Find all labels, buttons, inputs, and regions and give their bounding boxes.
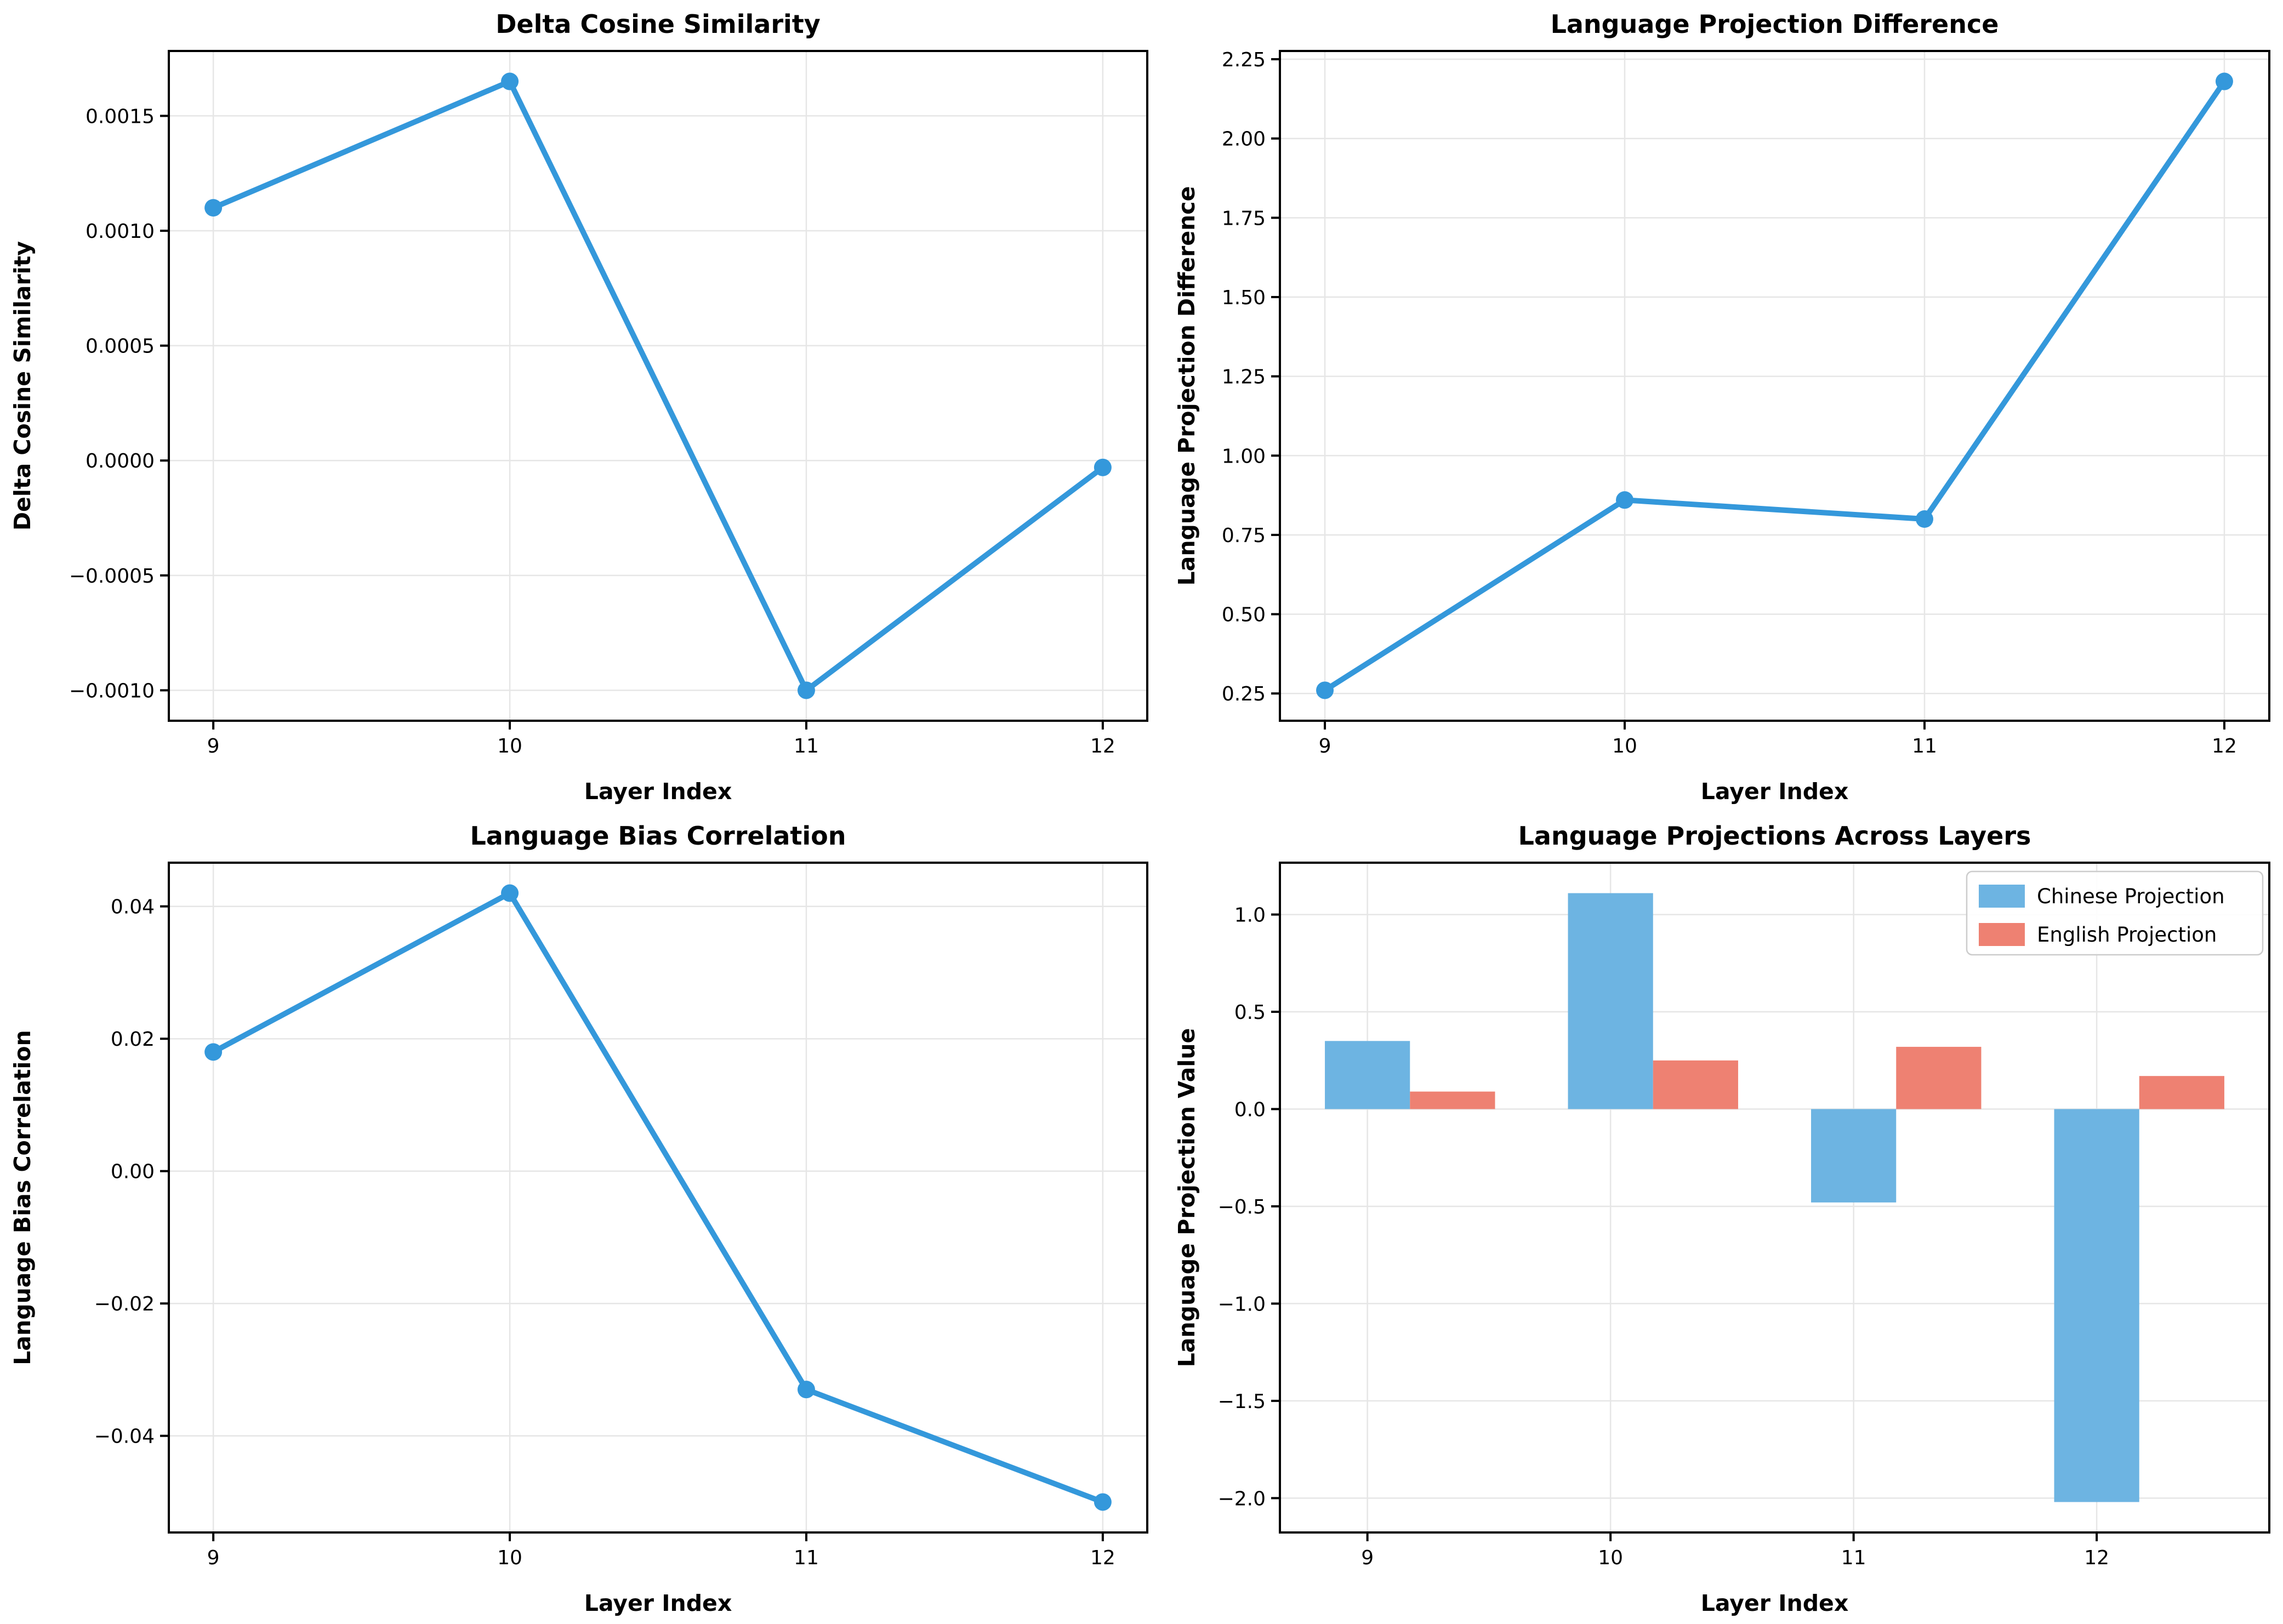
data-line bbox=[210, 890, 1106, 1505]
legend: Chinese Projection English Projection bbox=[1966, 870, 2264, 956]
x-tick-label: 11 bbox=[1912, 735, 1937, 757]
y-tick-label: −0.0010 bbox=[69, 680, 155, 702]
y-axis-label: Language Projection Difference bbox=[1174, 186, 1200, 586]
y-tick-label: 0.04 bbox=[111, 896, 155, 919]
y-tick-label: 0.75 bbox=[1222, 525, 1266, 547]
legend-label: English Projection bbox=[2037, 923, 2217, 947]
plot-border bbox=[168, 50, 1148, 722]
bar-english-projection bbox=[1653, 1060, 1738, 1109]
legend-swatch bbox=[1979, 885, 2025, 908]
y-tick-label: 0.02 bbox=[111, 1028, 155, 1051]
y-tick-label: −0.5 bbox=[1218, 1196, 1266, 1218]
data-point bbox=[1316, 681, 1334, 699]
x-tick-label: 9 bbox=[207, 1547, 220, 1569]
x-tick-label: 12 bbox=[2084, 1547, 2109, 1569]
x-tick-label: 11 bbox=[1841, 1547, 1866, 1569]
chart-title: Language Bias Correlation bbox=[470, 821, 846, 851]
plot-border bbox=[168, 862, 1148, 1534]
y-tick-label: 1.0 bbox=[1234, 904, 1266, 927]
y-tick-label: 0.0005 bbox=[86, 335, 155, 358]
plot-border bbox=[1279, 50, 2270, 722]
data-point bbox=[797, 681, 815, 699]
data-point bbox=[1616, 491, 1634, 509]
x-tick-label: 11 bbox=[794, 1547, 819, 1569]
data-point bbox=[2215, 72, 2233, 90]
chart-title: Language Projection Difference bbox=[1551, 9, 1999, 39]
x-tick-label: 9 bbox=[1361, 1547, 1374, 1569]
data-point bbox=[501, 72, 519, 90]
chart-title: Delta Cosine Similarity bbox=[496, 9, 821, 39]
x-tick-label: 12 bbox=[2212, 735, 2237, 757]
y-tick-label: 0.0010 bbox=[86, 220, 155, 243]
data-point bbox=[1915, 510, 1933, 528]
x-tick-label: 12 bbox=[1090, 1547, 1115, 1569]
data-point bbox=[501, 884, 519, 902]
x-axis-label: Layer Index bbox=[584, 778, 732, 805]
y-tick-label: 1.00 bbox=[1222, 445, 1266, 468]
x-tick-label: 9 bbox=[1319, 735, 1331, 757]
x-axis-label: Layer Index bbox=[1701, 778, 1849, 805]
chart-title: Language Projections Across Layers bbox=[1518, 821, 2031, 851]
y-tick-label: 0.5 bbox=[1234, 1001, 1266, 1024]
y-tick-label: 1.75 bbox=[1222, 207, 1266, 230]
y-tick-label: 0.0 bbox=[1234, 1099, 1266, 1121]
y-tick-label: −0.02 bbox=[94, 1293, 155, 1315]
data-point bbox=[797, 1381, 815, 1399]
y-tick-label: 0.0015 bbox=[86, 105, 155, 128]
chart-language-bias-correlation: 9 10 11 12 0.04 0.02 0.00 −0.02 −0.04 Language Bi… bbox=[9, 821, 1148, 1616]
y-tick-label: −0.0005 bbox=[69, 565, 155, 588]
y-axis-label: Language Bias Correlation bbox=[9, 1030, 36, 1365]
data-point bbox=[204, 199, 223, 217]
y-tick-label: −1.5 bbox=[1218, 1391, 1266, 1413]
bar-chinese-projection bbox=[1325, 1041, 1410, 1109]
bar-english-projection bbox=[1896, 1046, 1982, 1109]
bar-english-projection bbox=[1410, 1091, 1495, 1109]
bar-english-projection bbox=[2139, 1076, 2224, 1109]
x-tick-label: 10 bbox=[497, 1547, 522, 1569]
y-axis-label: Delta Cosine Similarity bbox=[9, 241, 36, 531]
legend-box bbox=[1966, 870, 2264, 956]
x-tick-label: 10 bbox=[1598, 1547, 1623, 1569]
data-point bbox=[204, 1043, 223, 1061]
y-tick-label: −2.0 bbox=[1218, 1488, 1266, 1510]
x-tick-label: 11 bbox=[794, 735, 819, 757]
chart-delta-cosine-similarity: 9 10 11 12 0.0015 0.0010 0.0005 0.0000 −0.0005 −0… bbox=[9, 9, 1148, 805]
x-tick-label: 10 bbox=[497, 735, 522, 757]
y-tick-label: 0.00 bbox=[111, 1161, 155, 1183]
x-axis-label: Layer Index bbox=[1701, 1590, 1849, 1616]
bar-chinese-projection bbox=[1568, 893, 1653, 1109]
y-tick-label: 0.0000 bbox=[86, 450, 155, 472]
y-tick-label: 2.25 bbox=[1222, 49, 1266, 71]
chart-language-projections-across-layers: 9 10 11 12 1.0 0.5 0.0 −0.5 −1.0 −1.5 −2.0 Language… bbox=[1174, 821, 2270, 1616]
y-tick-label: −0.04 bbox=[94, 1426, 155, 1448]
x-axis-label: Layer Index bbox=[584, 1590, 732, 1616]
legend-label: Chinese Projection bbox=[2037, 885, 2225, 908]
data-point bbox=[1094, 1493, 1112, 1511]
data-line bbox=[210, 78, 1106, 693]
chart-language-projection-difference: 9 10 11 12 2.25 2.00 1.75 1.50 1.25 1.00 0.75 0.50 0… bbox=[1174, 9, 2270, 805]
x-tick-label: 10 bbox=[1612, 735, 1637, 757]
plot-border bbox=[1279, 862, 2270, 1534]
bar-chinese-projection bbox=[2054, 1109, 2139, 1502]
x-tick-label: 12 bbox=[1090, 735, 1115, 757]
data-point bbox=[1094, 458, 1112, 476]
y-tick-label: −1.0 bbox=[1218, 1293, 1266, 1315]
bar-chinese-projection bbox=[1811, 1109, 1897, 1203]
y-tick-label: 1.50 bbox=[1222, 287, 1266, 309]
y-tick-label: 0.50 bbox=[1222, 604, 1266, 626]
legend-swatch bbox=[1979, 923, 2025, 946]
y-tick-label: 1.25 bbox=[1222, 366, 1266, 389]
x-tick-label: 9 bbox=[207, 735, 220, 757]
y-axis-label: Language Projection Value bbox=[1174, 1028, 1200, 1367]
y-tick-label: 2.00 bbox=[1222, 128, 1266, 151]
y-tick-label: 0.25 bbox=[1222, 683, 1266, 705]
data-line bbox=[1322, 78, 2227, 693]
